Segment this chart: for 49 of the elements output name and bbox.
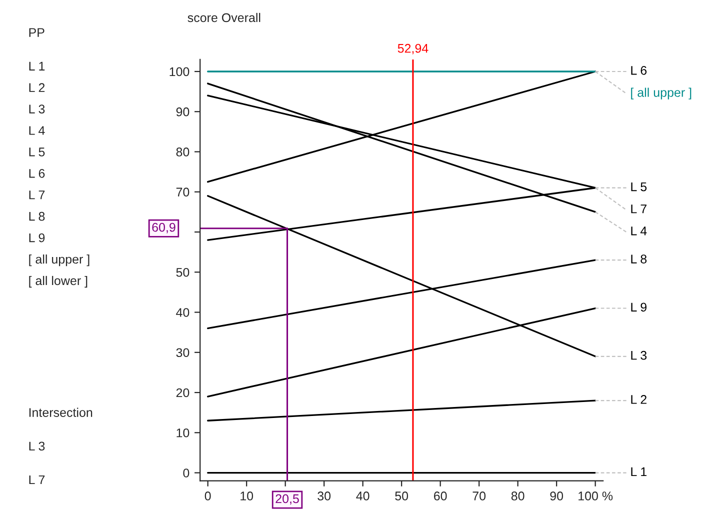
y-tick-label: 70 — [176, 188, 190, 197]
text: [ all lower ] — [29, 276, 88, 288]
x-tick-label: 90 — [550, 492, 564, 500]
text: L 4 — [29, 126, 45, 135]
y-tick-label: 80 — [176, 148, 190, 156]
x-tick-label: 60 — [434, 492, 447, 500]
text: L 4 — [631, 226, 647, 236]
y-tick-label: 50 — [176, 268, 190, 277]
text: L 9 — [29, 233, 45, 242]
x-tick-label: 100 % — [578, 492, 613, 500]
text: L 6 — [631, 66, 647, 75]
text: L 1 — [631, 467, 646, 476]
text: L 7 — [631, 204, 646, 214]
text: Intersection — [29, 408, 92, 417]
text: L 2 — [631, 395, 646, 404]
ref-line-label: 20,5 — [276, 494, 299, 505]
text: [ all upper ] — [631, 88, 692, 100]
x-tick-label: 70 — [472, 492, 486, 500]
text: L 7 — [29, 475, 45, 484]
chart-title: score Overall — [188, 12, 260, 22]
text: L 3 — [29, 442, 45, 451]
text: L 8 — [631, 254, 647, 264]
text: L 5 — [631, 182, 647, 192]
y-tick-label: 100 — [170, 67, 190, 76]
text: L 9 — [631, 302, 647, 312]
text: [ all upper ] — [29, 254, 90, 266]
y-tick-label: 0 — [183, 468, 190, 478]
x-tick-label: 50 — [395, 492, 408, 500]
y-tick-label: 20 — [176, 388, 190, 398]
text: L 6 — [29, 168, 45, 178]
text: PP — [29, 28, 44, 37]
text: L 3 — [29, 104, 45, 114]
text: L 8 — [29, 212, 45, 221]
ref-line-label: 60,9 — [152, 222, 176, 234]
text: L 7 — [29, 190, 45, 200]
y-tick-label: 40 — [176, 308, 190, 317]
ref-line-label: 52,94 — [398, 44, 428, 54]
x-tick-label: 10 — [240, 492, 254, 500]
text: L 3 — [631, 350, 647, 360]
y-tick-label: 90 — [176, 107, 190, 116]
text: L 5 — [29, 148, 45, 156]
x-tick-label: 80 — [511, 492, 524, 500]
y-tick-label: 30 — [176, 348, 190, 358]
text: L 2 — [29, 83, 45, 92]
y-tick-label: 10 — [176, 428, 190, 438]
x-tick-label: 0 — [204, 492, 211, 500]
text: L 1 — [29, 62, 45, 70]
x-tick-label: 30 — [318, 492, 331, 500]
x-tick-label: 40 — [356, 492, 370, 500]
